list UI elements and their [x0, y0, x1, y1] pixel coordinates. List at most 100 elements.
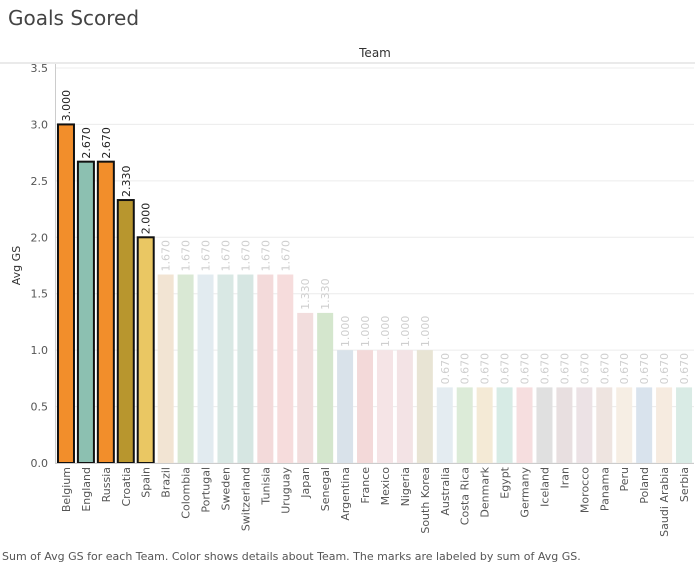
- bar-poland: [636, 387, 653, 463]
- bar-australia: [436, 387, 453, 463]
- bar-portugal: [197, 274, 214, 463]
- x-tick-label: England: [80, 467, 93, 512]
- bar-value-label: 2.000: [140, 203, 153, 235]
- bar-value-label: 0.670: [479, 353, 492, 385]
- x-tick-label: Panama: [598, 467, 611, 511]
- bar-value-label: 2.670: [80, 127, 93, 159]
- bar-tunisia: [257, 274, 274, 463]
- x-tick-label: Costa Rica: [459, 467, 472, 525]
- y-tick-label: 1.5: [31, 288, 49, 301]
- x-tick-label: Senegal: [319, 467, 332, 511]
- bar-peru: [616, 387, 633, 463]
- bar-value-label: 2.670: [100, 127, 113, 159]
- bar-nigeria: [396, 350, 413, 463]
- x-tick-label: Morocco: [578, 467, 591, 513]
- bar-value-label: 0.670: [538, 353, 551, 385]
- bar-value-label: 0.670: [578, 353, 591, 385]
- x-tick-label: Croatia: [120, 467, 133, 507]
- y-tick-label: 0.5: [31, 401, 49, 414]
- bar-senegal: [317, 312, 334, 463]
- bar-denmark: [476, 387, 493, 463]
- bar-brazil: [157, 274, 174, 463]
- bar-russia: [96, 160, 115, 465]
- bar-value-label: 0.670: [439, 353, 452, 385]
- bar-value-label: 0.670: [678, 353, 691, 385]
- bar-morocco: [576, 387, 593, 463]
- x-tick-label: Spain: [140, 467, 153, 498]
- bar-value-label: 0.670: [519, 353, 532, 385]
- bar-value-label: 1.670: [180, 240, 193, 272]
- bar-iran: [556, 387, 573, 463]
- bar-value-label: 1.330: [299, 278, 312, 310]
- bar-uruguay: [277, 274, 294, 463]
- bar-saudi-arabia: [656, 387, 673, 463]
- bar-croatia: [116, 199, 135, 465]
- x-tick-label: Belgium: [60, 467, 73, 512]
- x-tick-label: Egypt: [499, 466, 512, 498]
- bar-value-label: 1.000: [339, 316, 352, 348]
- x-tick-label: Germany: [519, 467, 532, 518]
- bar-mexico: [376, 350, 393, 463]
- x-tick-label: Colombia: [180, 467, 193, 519]
- bar-france: [357, 350, 374, 463]
- y-tick-label: 3.0: [31, 118, 49, 131]
- bar-costa-rica: [456, 387, 473, 463]
- bar-value-label: 1.000: [379, 316, 392, 348]
- bar-belgium: [56, 123, 75, 465]
- bar-value-label: 0.670: [598, 353, 611, 385]
- x-tick-label: Mexico: [379, 467, 392, 506]
- chart-title: Goals Scored: [8, 6, 140, 30]
- chart-caption: Sum of Avg GS for each Team. Color shows…: [2, 550, 581, 563]
- bar-south-korea: [416, 350, 433, 463]
- y-axis-title: Avg GS: [10, 246, 23, 285]
- bar-value-label: 1.330: [319, 278, 332, 310]
- y-tick-label: 1.0: [31, 344, 49, 357]
- bar-spain: [136, 236, 155, 464]
- x-tick-label: Iceland: [538, 467, 551, 507]
- x-tick-label: Iran: [558, 467, 571, 489]
- x-tick-label: Portugal: [200, 467, 213, 513]
- y-tick-label: 2.5: [31, 175, 49, 188]
- bar-argentina: [337, 350, 354, 463]
- bar-value-label: 0.670: [638, 353, 651, 385]
- bar-switzerland: [237, 274, 254, 463]
- bar-value-label: 2.330: [120, 166, 133, 198]
- bar-value-label: 1.000: [399, 316, 412, 348]
- x-tick-label: Argentina: [339, 467, 352, 521]
- column-header: Team: [358, 46, 391, 60]
- bar-value-label: 0.670: [558, 353, 571, 385]
- x-tick-label: Russia: [100, 467, 113, 502]
- x-tick-label: Tunisia: [259, 467, 272, 506]
- y-tick-label: 0.0: [31, 457, 49, 470]
- bar-value-label: 1.670: [279, 240, 292, 272]
- bar-germany: [516, 387, 533, 463]
- x-tick-label: Japan: [299, 467, 312, 499]
- x-tick-label: Serbia: [678, 467, 691, 502]
- x-tick-label: Denmark: [479, 466, 492, 517]
- bar-value-label: 0.670: [499, 353, 512, 385]
- bar-value-label: 3.000: [60, 90, 73, 122]
- bar-sweden: [217, 274, 234, 463]
- bar-serbia: [676, 387, 693, 463]
- x-tick-label: France: [359, 467, 372, 504]
- bar-value-label: 1.670: [259, 240, 272, 272]
- x-tick-label: Switzerland: [239, 467, 252, 531]
- bar-england: [76, 160, 95, 465]
- bar-value-label: 0.670: [618, 353, 631, 385]
- x-tick-label: Brazil: [160, 467, 173, 498]
- y-tick-label: 3.5: [31, 62, 49, 75]
- bar-iceland: [536, 387, 553, 463]
- x-tick-label: Australia: [439, 467, 452, 516]
- x-tick-label: South Korea: [419, 467, 432, 534]
- x-tick-label: Peru: [618, 467, 631, 492]
- bar-value-label: 1.670: [219, 240, 232, 272]
- bar-value-label: 1.670: [200, 240, 213, 272]
- bar-value-label: 1.000: [359, 316, 372, 348]
- x-tick-label: Uruguay: [279, 467, 292, 514]
- y-tick-label: 2.0: [31, 231, 49, 244]
- bar-japan: [297, 312, 314, 463]
- bar-value-label: 0.670: [658, 353, 671, 385]
- x-tick-label: Poland: [638, 467, 651, 504]
- bar-value-label: 1.000: [419, 316, 432, 348]
